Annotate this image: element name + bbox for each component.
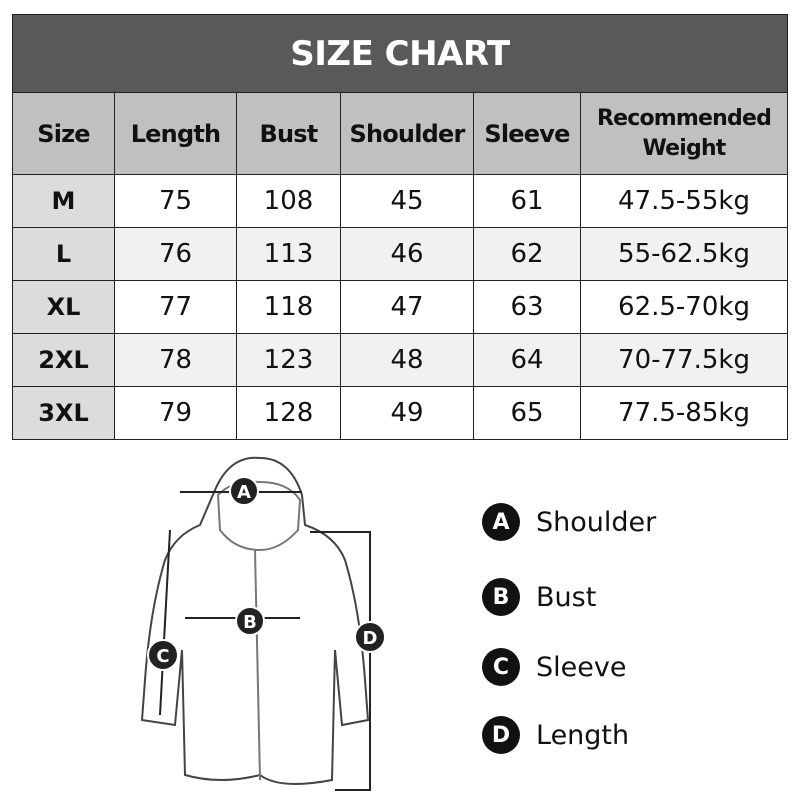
header-row: Size Length Bust Shoulder Sleeve Recomme… xyxy=(12,92,788,175)
legend-bust: B Bust xyxy=(482,578,596,616)
zipper xyxy=(254,549,261,781)
jacket-outline xyxy=(140,456,370,785)
cell-size: 3XL xyxy=(12,386,115,440)
cell-size: XL xyxy=(12,280,115,334)
cell-weight: 70-77.5kg xyxy=(580,333,788,387)
cell-length: 79 xyxy=(114,386,237,440)
cell-bust: 108 xyxy=(236,174,341,228)
marker-a: A xyxy=(229,476,259,506)
badge-a: A xyxy=(482,503,520,541)
cell-shoulder: 47 xyxy=(340,280,474,334)
cell-shoulder: 45 xyxy=(340,174,474,228)
cell-bust: 128 xyxy=(236,386,341,440)
badge-d: D xyxy=(482,716,520,754)
cell-length: 78 xyxy=(114,333,237,387)
cell-length: 75 xyxy=(114,174,237,228)
cell-weight: 62.5-70kg xyxy=(580,280,788,334)
marker-c: C xyxy=(147,639,179,671)
legend-label: Shoulder xyxy=(536,506,657,538)
header-bust: Bust xyxy=(236,92,341,175)
cell-length: 77 xyxy=(114,280,237,334)
svg-text:B: B xyxy=(243,612,257,633)
dimension-d xyxy=(310,531,371,791)
marker-d: D xyxy=(354,621,386,653)
cell-weight: 77.5-85kg xyxy=(580,386,788,440)
header-sleeve: Sleeve xyxy=(473,92,581,175)
header-length: Length xyxy=(114,92,237,175)
cell-bust: 118 xyxy=(236,280,341,334)
cell-shoulder: 48 xyxy=(340,333,474,387)
legend-label: Sleeve xyxy=(536,651,627,683)
chart-title: SIZE CHART xyxy=(12,14,788,93)
dimension-c xyxy=(159,529,171,716)
cell-weight: 47.5-55kg xyxy=(580,174,788,228)
legend-length: D Length xyxy=(482,716,629,754)
legend-sleeve: C Sleeve xyxy=(482,648,626,686)
legend-shoulder: A Shoulder xyxy=(482,503,656,541)
badge-b: B xyxy=(482,578,520,616)
cell-sleeve: 64 xyxy=(473,333,581,387)
legend-label: Bust xyxy=(536,581,597,613)
cell-bust: 113 xyxy=(236,227,341,281)
table-row: L 76 113 46 62 55-62.5kg xyxy=(12,227,788,281)
cell-shoulder: 46 xyxy=(340,227,474,281)
cell-sleeve: 65 xyxy=(473,386,581,440)
badge-c: C xyxy=(482,648,520,686)
marker-b: B xyxy=(235,606,265,636)
cell-sleeve: 62 xyxy=(473,227,581,281)
jacket-diagram: A B C D xyxy=(140,456,386,791)
cell-sleeve: 61 xyxy=(473,174,581,228)
cell-size: M xyxy=(12,174,115,228)
legend-label: Length xyxy=(536,719,630,751)
cell-length: 76 xyxy=(114,227,237,281)
header-weight: Recommended Weight xyxy=(580,92,788,175)
table-row: 3XL 79 128 49 65 77.5-85kg xyxy=(12,386,788,440)
cell-size: L xyxy=(12,227,115,281)
svg-text:D: D xyxy=(363,628,378,649)
cell-size: 2XL xyxy=(12,333,115,387)
cell-sleeve: 63 xyxy=(473,280,581,334)
cell-weight: 55-62.5kg xyxy=(580,227,788,281)
table-row: 2XL 78 123 48 64 70-77.5kg xyxy=(12,333,788,387)
header-size: Size xyxy=(12,92,115,175)
table-row: XL 77 118 47 63 62.5-70kg xyxy=(12,280,788,334)
table-row: M 75 108 45 61 47.5-55kg xyxy=(12,174,788,228)
cell-shoulder: 49 xyxy=(340,386,474,440)
svg-text:C: C xyxy=(156,646,169,667)
svg-text:A: A xyxy=(237,482,251,503)
size-chart-table: SIZE CHART Size Length Bust Shoulder Sle… xyxy=(12,14,788,440)
header-shoulder: Shoulder xyxy=(340,92,474,175)
cell-bust: 123 xyxy=(236,333,341,387)
